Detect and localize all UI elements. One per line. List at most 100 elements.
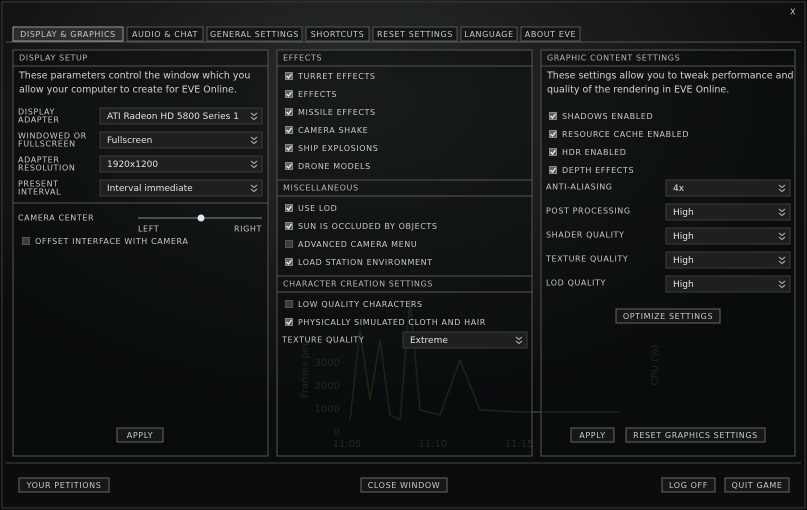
button-label: APPLY bbox=[127, 431, 153, 440]
dropdown[interactable] bbox=[99, 107, 263, 125]
dropdown[interactable] bbox=[665, 251, 791, 269]
checkmark bbox=[286, 319, 293, 325]
button-label: QUIT GAME bbox=[732, 481, 783, 490]
checkbox[interactable] bbox=[285, 72, 293, 80]
checkbox-label: SHIP EXPLOSIONS bbox=[298, 144, 378, 153]
slider-knob[interactable] bbox=[197, 214, 205, 222]
dropdown[interactable] bbox=[99, 179, 263, 197]
checkbox[interactable] bbox=[549, 112, 557, 120]
button[interactable] bbox=[625, 427, 766, 443]
field-label: LOD QUALITY bbox=[546, 279, 606, 288]
dropdown-value: Extreme bbox=[410, 336, 448, 346]
dropdown[interactable] bbox=[665, 227, 791, 245]
button-label: APPLY bbox=[579, 431, 605, 440]
checkbox[interactable] bbox=[22, 237, 30, 245]
dropdown-value: Fullscreen bbox=[107, 136, 152, 146]
checkbox[interactable] bbox=[285, 240, 293, 248]
dropdown-value: 1920x1200 bbox=[107, 160, 158, 170]
dropdown-value: 4x bbox=[673, 184, 685, 194]
button[interactable] bbox=[18, 477, 110, 493]
checkbox-label: TURRET EFFECTS bbox=[297, 72, 376, 81]
button[interactable] bbox=[360, 477, 448, 493]
dropdown-chevron bbox=[778, 280, 786, 289]
tab[interactable] bbox=[126, 26, 204, 42]
checkbox-label: DEPTH EFFECTS bbox=[562, 166, 634, 175]
tab[interactable] bbox=[520, 26, 581, 42]
panel bbox=[276, 49, 533, 457]
checkbox-label: MISSILE EFFECTS bbox=[298, 108, 376, 117]
dropdown[interactable] bbox=[665, 179, 791, 197]
description: These parameters control the window whic… bbox=[18, 71, 250, 82]
checkbox[interactable] bbox=[285, 318, 293, 326]
dropdown-chevron bbox=[250, 160, 258, 169]
checkbox[interactable] bbox=[285, 258, 293, 266]
checkmark bbox=[286, 259, 293, 265]
section-title: EFFECTS bbox=[283, 54, 322, 63]
dropdown-value: ATI Radeon HD 5800 Series 1 bbox=[107, 112, 239, 122]
checkmark bbox=[550, 167, 557, 173]
field-label: SHADER QUALITY bbox=[546, 231, 625, 240]
description: allow your computer to create for EVE On… bbox=[19, 85, 237, 96]
checkbox[interactable] bbox=[285, 144, 293, 152]
checkbox[interactable] bbox=[549, 130, 557, 138]
checkbox-label: SHADOWS ENABLED bbox=[562, 112, 653, 121]
close-button[interactable]: X bbox=[790, 8, 796, 17]
button[interactable] bbox=[570, 427, 615, 443]
checkbox-label: DRONE MODELS bbox=[298, 162, 371, 171]
field-label: INTERVAL bbox=[18, 188, 61, 197]
checkbox[interactable] bbox=[285, 126, 293, 134]
checkbox-label: LOAD STATION ENVIRONMENT bbox=[298, 258, 433, 267]
checkbox-label: LOW QUALITY CHARACTERS bbox=[298, 300, 423, 309]
field-label: PRESENT bbox=[18, 180, 59, 189]
checkbox[interactable] bbox=[285, 162, 293, 170]
tab-label: ABOUT EVE bbox=[525, 30, 576, 39]
checkmark bbox=[286, 145, 293, 151]
button-label: YOUR PETITIONS bbox=[26, 481, 102, 490]
checkbox[interactable] bbox=[285, 108, 293, 116]
field-label: ADAPTER bbox=[18, 116, 60, 125]
button-label: RESET GRAPHICS SETTINGS bbox=[633, 431, 758, 440]
checkmark bbox=[286, 73, 293, 79]
description: These settings allow you to tweak perfor… bbox=[546, 71, 794, 82]
checkbox[interactable] bbox=[549, 166, 557, 174]
field-label: CAMERA CENTER bbox=[18, 214, 94, 223]
dropdown[interactable] bbox=[665, 275, 791, 293]
checkmark bbox=[550, 149, 557, 155]
button[interactable] bbox=[116, 427, 164, 443]
tab[interactable] bbox=[206, 26, 303, 42]
tab[interactable] bbox=[460, 26, 518, 42]
field-label: DISPLAY bbox=[18, 108, 55, 117]
field-label: TEXTURE QUALITY bbox=[545, 255, 628, 264]
dropdown[interactable] bbox=[665, 203, 791, 221]
tab-label: DISPLAY & GRAPHICS bbox=[20, 30, 116, 39]
dropdown-chevron bbox=[250, 136, 258, 145]
checkbox[interactable] bbox=[549, 148, 557, 156]
tab[interactable] bbox=[372, 26, 458, 42]
dropdown[interactable] bbox=[402, 331, 528, 349]
button-label: LOG OFF bbox=[669, 481, 708, 490]
tab[interactable] bbox=[12, 26, 124, 42]
button[interactable] bbox=[661, 477, 716, 493]
checkbox-label: OFFSET INTERFACE WITH CAMERA bbox=[35, 237, 188, 246]
tab-label: AUDIO & CHAT bbox=[132, 30, 198, 39]
field-label: POST PROCESSING bbox=[546, 207, 631, 216]
dropdown[interactable] bbox=[99, 131, 263, 149]
checkbox-label: RESOURCE CACHE ENABLED bbox=[562, 130, 689, 139]
checkbox[interactable] bbox=[285, 300, 293, 308]
button[interactable] bbox=[615, 308, 721, 324]
dropdown-chevron bbox=[250, 112, 258, 121]
checkmark bbox=[550, 131, 557, 137]
checkbox[interactable] bbox=[285, 204, 293, 212]
button[interactable] bbox=[724, 477, 790, 493]
checkbox[interactable] bbox=[285, 222, 293, 230]
button-label: OPTIMIZE SETTINGS bbox=[623, 312, 713, 321]
checkbox[interactable] bbox=[285, 90, 293, 98]
field-label: FULLSCREEN bbox=[18, 140, 76, 149]
tab-label: LANGUAGE bbox=[464, 30, 514, 39]
checkbox-label: PHYSICALLY SIMULATED CLOTH AND HAIR bbox=[298, 318, 486, 327]
slider-label: LEFT bbox=[138, 225, 159, 234]
section-title: DISPLAY SETUP bbox=[19, 54, 88, 63]
tab[interactable] bbox=[305, 26, 370, 42]
dropdown[interactable] bbox=[99, 155, 263, 173]
